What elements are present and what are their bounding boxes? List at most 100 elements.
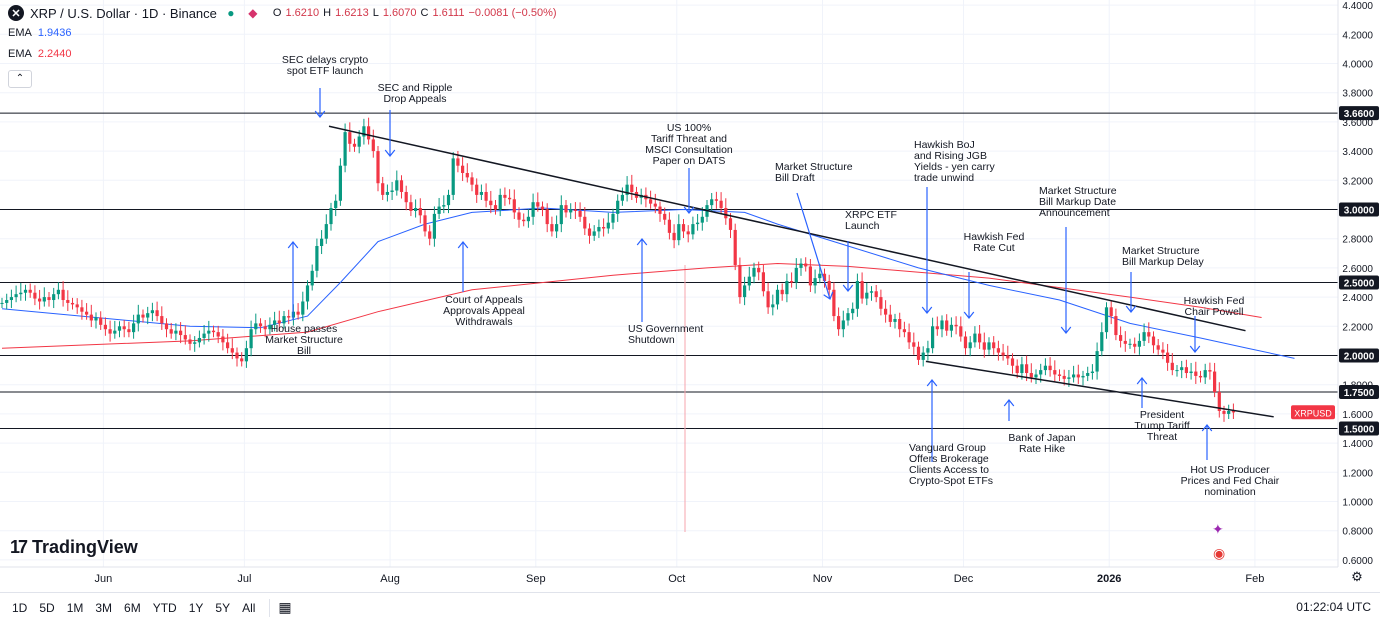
timeframe-1d[interactable]: 1D [12, 600, 28, 615]
ema-slow-line [1, 262, 1262, 349]
candle-body [597, 227, 601, 232]
candle-body [982, 342, 986, 350]
indicator-icon[interactable]: ◆ [248, 6, 258, 20]
candle-body [851, 308, 855, 314]
candle-body [992, 342, 996, 349]
level-price-label: 1.7500 [1344, 388, 1375, 399]
candle-body [498, 194, 502, 210]
price-tick-label: 2.4000 [1342, 293, 1373, 304]
candle-body [846, 313, 850, 321]
candle-body [301, 301, 305, 315]
symbol-title[interactable]: XRP / U.S. Dollar · 1D · Binance [30, 5, 217, 21]
ai-sparkle-icon[interactable]: ✦ [1212, 521, 1224, 537]
candle-body [385, 191, 389, 195]
candle-body [1104, 307, 1109, 333]
candle-body [978, 333, 982, 343]
symbol-price-tag [1291, 405, 1335, 420]
candle-body [743, 285, 747, 298]
level-price-label: 2.5000 [1344, 279, 1375, 290]
candle-body [418, 208, 422, 216]
candle-body [117, 326, 122, 331]
candle-body [531, 202, 535, 217]
candle-body [931, 326, 935, 349]
settings-icon[interactable]: ⚙ [1351, 569, 1363, 584]
candle-body [827, 281, 831, 290]
candle-body [1020, 364, 1024, 374]
candle-body [1048, 365, 1052, 371]
candle-body [376, 151, 380, 184]
timeframe-all[interactable]: All [242, 600, 256, 615]
candle-body [1053, 370, 1057, 375]
candle-body [808, 266, 812, 286]
candle-body [127, 329, 131, 333]
timeframe-ytd[interactable]: YTD [152, 600, 177, 615]
candle-body [489, 200, 493, 206]
price-tick-label: 1.4000 [1342, 439, 1373, 450]
price-tick-label: 0.6000 [1342, 556, 1373, 567]
candle-body [559, 205, 563, 225]
candle-body [305, 285, 310, 302]
candle-body [898, 319, 902, 330]
ema-slow-legend[interactable]: EMA 2.2440 [8, 48, 72, 60]
ema-fast-legend[interactable]: EMA 1.9436 [8, 27, 72, 39]
candle-body [456, 158, 460, 166]
price-axis[interactable]: 4.4000 4.2000 4.0000 3.8000 3.6000 3.4000 3.20… [1291, 0, 1380, 592]
candle-body [874, 291, 878, 298]
candle-body [1194, 371, 1198, 376]
candle-body [935, 326, 939, 330]
collapse-legend-icon[interactable]: ⌃ [8, 70, 32, 88]
candle-body [1137, 340, 1141, 347]
candle-body [691, 224, 695, 235]
annotation-arrowhead [823, 291, 834, 300]
candle-body [663, 213, 667, 220]
timeframe-5y[interactable]: 5Y [215, 600, 231, 615]
events-flag-icon[interactable]: ◉ [1213, 545, 1226, 561]
annotation-text: Drop Appeals [383, 93, 446, 105]
candle-body [207, 330, 211, 334]
annotation-arrowhead [636, 238, 648, 246]
candle-body [258, 323, 263, 327]
timeframe-6m[interactable]: 6M [124, 600, 141, 615]
horizontal-levels [0, 112, 1338, 532]
utc-clock[interactable]: 01:22:04 UTC [1296, 600, 1371, 614]
candle-body [1166, 352, 1170, 363]
candle-body [536, 202, 540, 207]
candle-body [122, 326, 126, 330]
calendar-range-icon[interactable]: ▦ [278, 599, 292, 615]
candle-body [1227, 410, 1231, 414]
candle-body [179, 330, 183, 336]
level-price-tag [1339, 106, 1379, 121]
annotation-text: Bill Draft [775, 172, 815, 184]
candle-body [710, 199, 714, 206]
candle-body [428, 231, 432, 239]
candle-body [1231, 410, 1235, 413]
candle-body [512, 199, 516, 213]
candle-body [1034, 374, 1038, 378]
candle-body [23, 289, 28, 293]
candle-body [399, 180, 404, 192]
level-price-tag [1339, 348, 1379, 363]
candle-body [1100, 332, 1104, 352]
candle-body [804, 263, 808, 267]
candle-body [1015, 365, 1019, 374]
candle-body [1029, 373, 1033, 378]
time-tick-label: Aug [380, 573, 400, 585]
timeframe-1m[interactable]: 1M [66, 600, 84, 615]
candle-body [540, 206, 545, 210]
annotation-text: Withdrawals [455, 316, 512, 328]
level-price-label: 3.0000 [1344, 206, 1375, 217]
candle-body [569, 209, 573, 213]
level-price-label: 2.0000 [1344, 352, 1375, 363]
candle-body [1184, 367, 1188, 374]
candle-body [1095, 351, 1099, 372]
grid [0, 0, 1338, 567]
timeframe-5d[interactable]: 5D [39, 600, 55, 615]
timeframe-1y[interactable]: 1Y [188, 600, 204, 615]
candle-body [841, 320, 845, 330]
candle-body [357, 136, 361, 147]
level-price-tag [1339, 202, 1379, 217]
timeframe-3m[interactable]: 3M [95, 600, 113, 615]
time-axis[interactable]: Jun Jul Aug Sep Oct Nov Dec 2026 Feb [0, 566, 1338, 585]
annotation-text: Bill Markup Delay [1122, 256, 1204, 268]
